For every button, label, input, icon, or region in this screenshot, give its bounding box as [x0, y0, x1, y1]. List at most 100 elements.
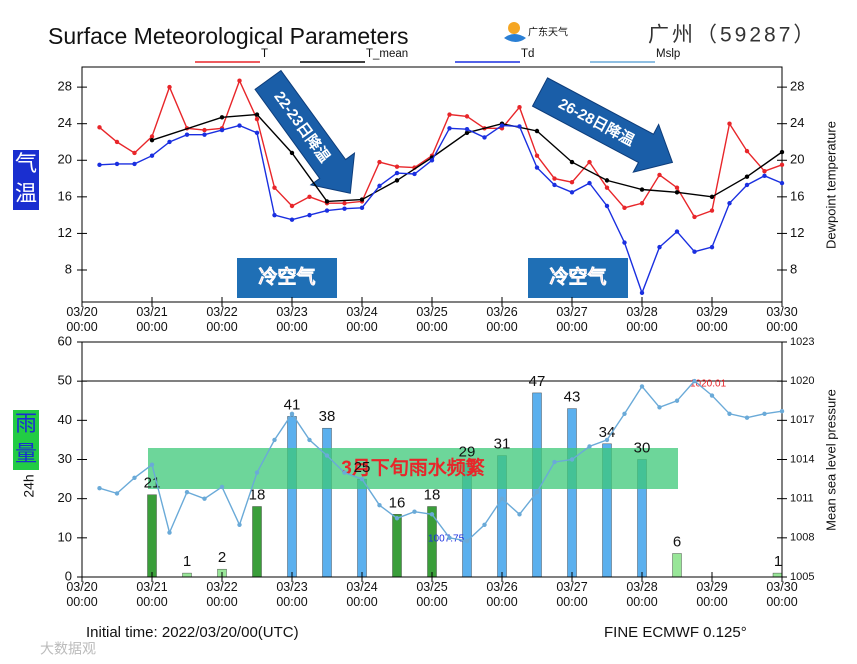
point: [587, 159, 592, 165]
bar-label: 18: [424, 486, 441, 503]
point: [149, 153, 155, 158]
point: [447, 535, 452, 541]
point: [587, 180, 592, 186]
x-tick-label: 03/25 00:00: [416, 580, 448, 609]
bar-label: 47: [529, 373, 546, 390]
point: [97, 486, 102, 491]
x-tick-label: 03/26 00:00: [486, 305, 518, 334]
point: [237, 522, 242, 527]
point: [219, 484, 225, 490]
logo-text: 广东天气: [528, 26, 568, 39]
point: [569, 159, 575, 165]
point: [149, 137, 155, 143]
bar-label: 31: [494, 436, 511, 453]
series-line: [99, 78, 783, 218]
x-tick-label: 03/30 00:00: [766, 580, 798, 609]
point: [342, 470, 347, 475]
point: [569, 180, 575, 185]
point: [534, 489, 540, 495]
y-tick-label: 24: [58, 115, 72, 130]
x-tick-label: 03/28 00:00: [626, 305, 658, 334]
arrow-shape: [254, 69, 356, 194]
bar-label: 25: [354, 459, 371, 476]
point: [307, 212, 312, 218]
y2-label: Dewpoint temperature: [823, 121, 838, 249]
bar-label: 6: [673, 533, 681, 550]
bar-label: 2: [218, 549, 226, 566]
y2-tick-label: 1017: [790, 414, 814, 426]
point: [622, 411, 627, 417]
arrow: 26-28日降温: [531, 77, 674, 173]
annotation: 3月下旬雨水频繁: [341, 456, 486, 479]
point: [639, 290, 645, 296]
point: [289, 150, 295, 156]
point: [709, 208, 715, 213]
point: [464, 126, 470, 132]
point: [429, 158, 435, 163]
point: [482, 522, 487, 527]
point: [622, 240, 627, 245]
point: [622, 205, 627, 211]
y-tick-label: 28: [58, 79, 72, 94]
y2-tick-label: 28: [790, 79, 804, 94]
point: [517, 105, 522, 110]
point: [429, 512, 435, 517]
x-tick-label: 03/24 00:00: [346, 305, 378, 334]
point: [727, 411, 732, 417]
point: [674, 190, 680, 195]
logo-wave: [504, 34, 526, 42]
watermark: 大数据观: [40, 641, 96, 657]
bar-label: 18: [249, 486, 266, 503]
y2-tick-label: 20: [790, 152, 804, 167]
point: [762, 173, 767, 179]
point: [779, 162, 785, 168]
point: [307, 437, 312, 443]
point: [412, 171, 417, 177]
x-tick-label: 03/25 00:00: [416, 305, 448, 334]
y-tick-label: 20: [58, 490, 72, 505]
y-tick-label: 12: [58, 225, 72, 240]
point: [762, 169, 767, 174]
point: [324, 453, 330, 458]
point: [709, 194, 715, 200]
point: [132, 150, 137, 156]
point: [464, 114, 470, 119]
point: [394, 170, 400, 176]
annotation-band: [148, 448, 678, 489]
series-line: [99, 124, 783, 295]
point: [97, 162, 102, 168]
x-tick-label: 03/29 00:00: [696, 580, 728, 609]
point: [202, 132, 207, 137]
point: [709, 244, 715, 250]
x-tick-label: 03/27 00:00: [556, 580, 588, 609]
point: [639, 384, 645, 389]
y-tick-label: 30: [58, 451, 72, 466]
point: [272, 437, 277, 443]
bar-label: 16: [389, 494, 406, 511]
point: [499, 123, 505, 128]
y2-tick-label: 1014: [790, 453, 814, 465]
y2-tick-label: 12: [790, 225, 804, 240]
point: [359, 205, 365, 211]
bar: [672, 553, 682, 578]
point: [272, 212, 277, 218]
x-tick-label: 03/23 00:00: [276, 580, 308, 609]
point: [167, 84, 172, 90]
point: [412, 509, 417, 514]
series-line: [151, 113, 783, 203]
point: [464, 538, 470, 544]
point: [289, 411, 295, 417]
legend-label: T: [261, 48, 268, 60]
point: [324, 199, 330, 204]
x-tick-label: 03/24 00:00: [346, 580, 378, 609]
point: [534, 128, 540, 134]
x-tick-label: 03/22 00:00: [206, 580, 238, 609]
point: [377, 183, 382, 189]
y-tick-label: 0: [65, 568, 72, 583]
legend-label: T_mean: [366, 48, 408, 60]
point: [114, 491, 120, 496]
point: [499, 496, 505, 501]
y-tick-label: 10: [58, 529, 72, 544]
point: [727, 201, 732, 206]
